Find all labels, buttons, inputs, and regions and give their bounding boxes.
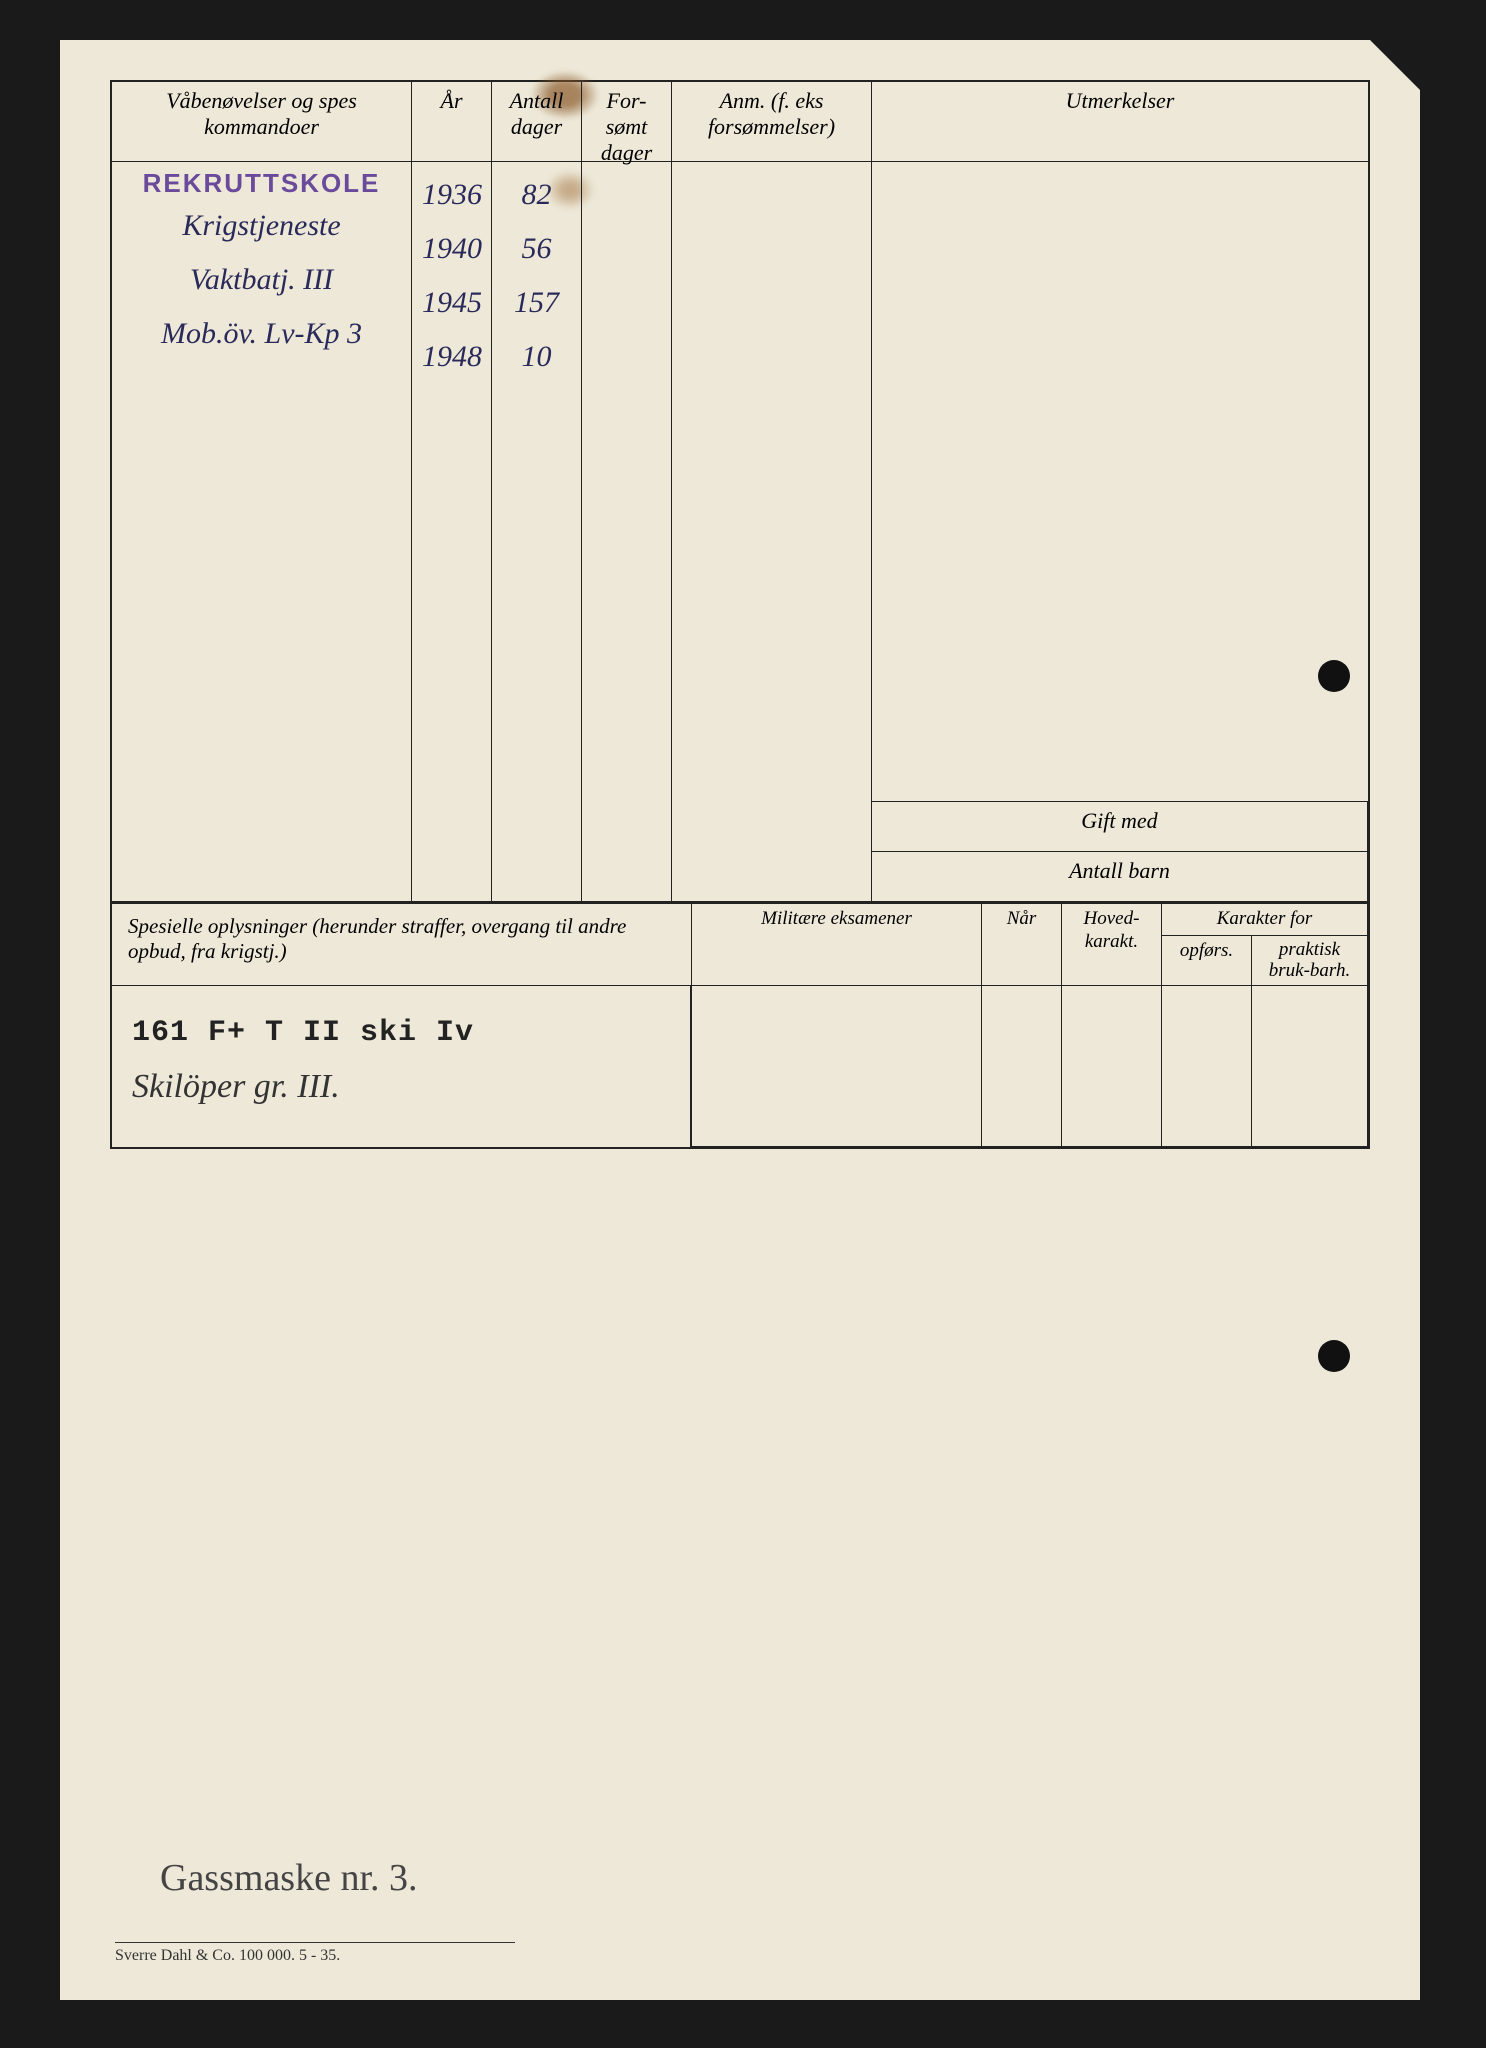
- lower-section: Spesielle oplysninger (herunder straffer…: [110, 904, 1370, 1149]
- header-hoved: Hoved-karakt.: [1062, 904, 1162, 986]
- column-exercises: REKRUTTSKOLE Krigstjeneste Vaktbatj. III…: [112, 162, 412, 902]
- header-awards: Utmerkelser: [872, 82, 1368, 162]
- document-card: Våbenøvelser og spes kommandoer År Antal…: [60, 40, 1420, 2000]
- row-hand: Mob.öv. Lv-Kp 3: [122, 307, 401, 361]
- header-days: Antall dager: [492, 82, 582, 162]
- exam-body: [982, 986, 1062, 1147]
- gift-med-row: Gift med: [872, 802, 1368, 852]
- exam-body: [1062, 986, 1162, 1147]
- header-special: Spesielle oplysninger (herunder straffer…: [112, 904, 691, 986]
- row-stamp: REKRUTTSKOLE: [122, 168, 401, 199]
- cell-year: 1945: [422, 276, 481, 330]
- header-nar: Når: [982, 904, 1062, 986]
- bottom-handwriting: Gassmaske nr. 3.: [160, 1856, 418, 1900]
- column-notes: [672, 162, 872, 902]
- column-days: 82 56 157 10: [492, 162, 582, 902]
- header-karakter: Karakter for: [1162, 904, 1368, 936]
- antall-barn-row: Antall barn: [872, 852, 1368, 902]
- cell-year: 1948: [422, 330, 481, 384]
- header-exercises: Våbenøvelser og spes kommandoer: [112, 82, 412, 162]
- column-year: 1936 1940 1945 1948: [412, 162, 492, 902]
- exam-body: [1252, 986, 1368, 1147]
- printer-line: Sverre Dahl & Co. 100 000. 5 - 35.: [115, 1942, 515, 1965]
- page-dogear: [1370, 40, 1420, 90]
- cell-days: 56: [502, 222, 571, 276]
- top-section: Våbenøvelser og spes kommandoer År Antal…: [110, 80, 1370, 904]
- typed-text: 161 F+ T II ski Iv: [132, 1016, 670, 1050]
- header-opfors: opførs.: [1162, 936, 1252, 986]
- cell-year: 1940: [422, 222, 481, 276]
- header-notes: Anm. (f. eks forsømmelser): [672, 82, 872, 162]
- cell-days: 10: [502, 330, 571, 384]
- header-mil-exam: Militære eksamener: [692, 904, 982, 986]
- exam-section: Militære eksamener Når Hoved-karakt. Kar…: [692, 904, 1368, 1147]
- cell-days: 157: [502, 276, 571, 330]
- punch-hole: [1318, 1340, 1350, 1372]
- cell-days: 82: [502, 168, 571, 222]
- special-body: 161 F+ T II ski Iv Skilöper gr. III.: [112, 986, 691, 1147]
- awards-body: [872, 162, 1368, 802]
- column-missed: [582, 162, 672, 902]
- header-year: År: [412, 82, 492, 162]
- exam-body: [692, 986, 982, 1147]
- exam-body: [1162, 986, 1252, 1147]
- hand-text: Skilöper gr. III.: [132, 1056, 670, 1117]
- header-missed: For-sømt dager: [582, 82, 672, 162]
- row-hand: Krigstjeneste: [122, 199, 401, 253]
- cell-year: 1936: [422, 168, 481, 222]
- row-hand: Vaktbatj. III: [122, 253, 401, 307]
- header-praktisk: praktisk bruk-barh.: [1252, 936, 1368, 986]
